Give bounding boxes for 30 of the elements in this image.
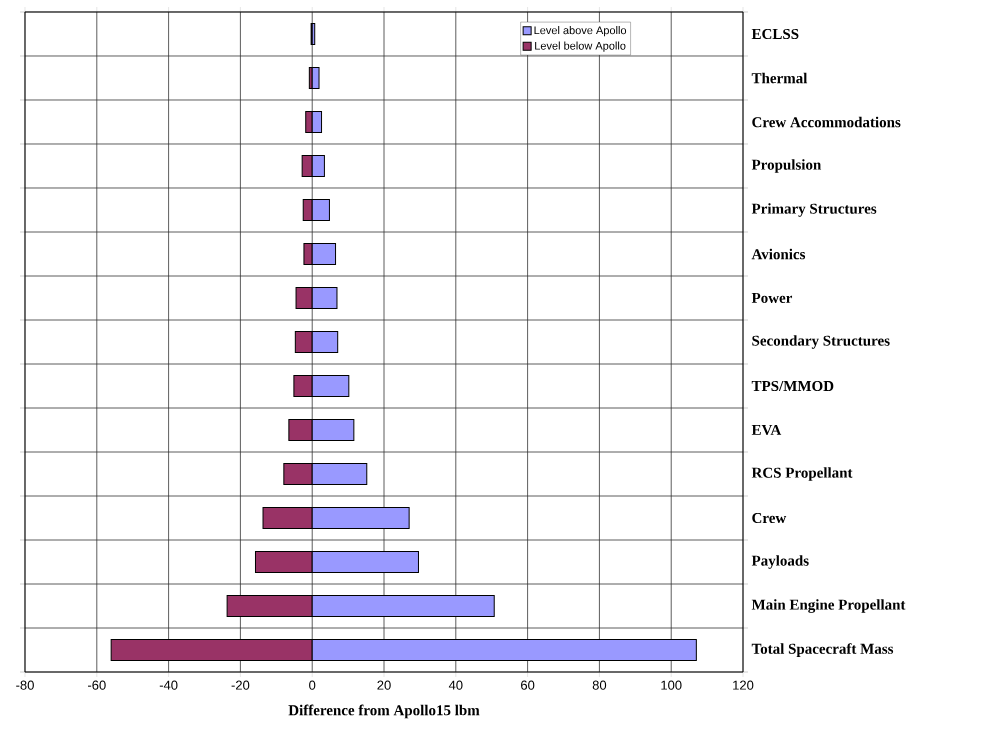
x-tick-label: 80 (592, 680, 607, 690)
y-tick-label: Payloads (751, 555, 809, 569)
x-tick-label: -40 (159, 680, 178, 690)
x-tick-label: 20 (377, 680, 391, 690)
y-tick-label: EVA (751, 424, 782, 436)
y-tick-label: TPS/MMOD (751, 380, 834, 392)
legend-label: Level above Apollo (534, 26, 627, 37)
y-tick-label: Crew (752, 512, 787, 524)
x-tick-label: 100 (661, 680, 682, 690)
y-tick-label: RCS Propellant (751, 467, 853, 481)
x-axis-title: Difference from Apollo15 lbm (288, 704, 480, 719)
x-tick-label: -20 (231, 680, 250, 690)
y-tick-label: Thermal (751, 72, 808, 84)
y-tick-label: Total Spacecraft Mass (751, 643, 894, 657)
y-tick-label: Secondary Structures (752, 335, 890, 349)
x-tick-label: 40 (448, 680, 463, 690)
y-tick-label: Main Engine Propellant (751, 599, 906, 613)
x-tick-label: 0 (309, 680, 316, 690)
x-tick-label: 60 (521, 680, 535, 690)
y-tick-label: Primary Structures (751, 203, 877, 217)
y-tick-label: Power (751, 293, 793, 303)
y-tick-label: Avionics (751, 248, 806, 260)
y-tick-label: ECLSS (751, 28, 799, 40)
x-tick-label: 120 (733, 680, 754, 690)
x-tick-label: -60 (87, 680, 106, 690)
legend-label: Level below Apollo (535, 41, 626, 52)
y-tick-label: Crew Accommodations (752, 116, 901, 128)
bar (311, 67, 320, 89)
x-tick-label: -80 (16, 680, 34, 690)
y-tick-label: Propulsion (751, 159, 822, 173)
